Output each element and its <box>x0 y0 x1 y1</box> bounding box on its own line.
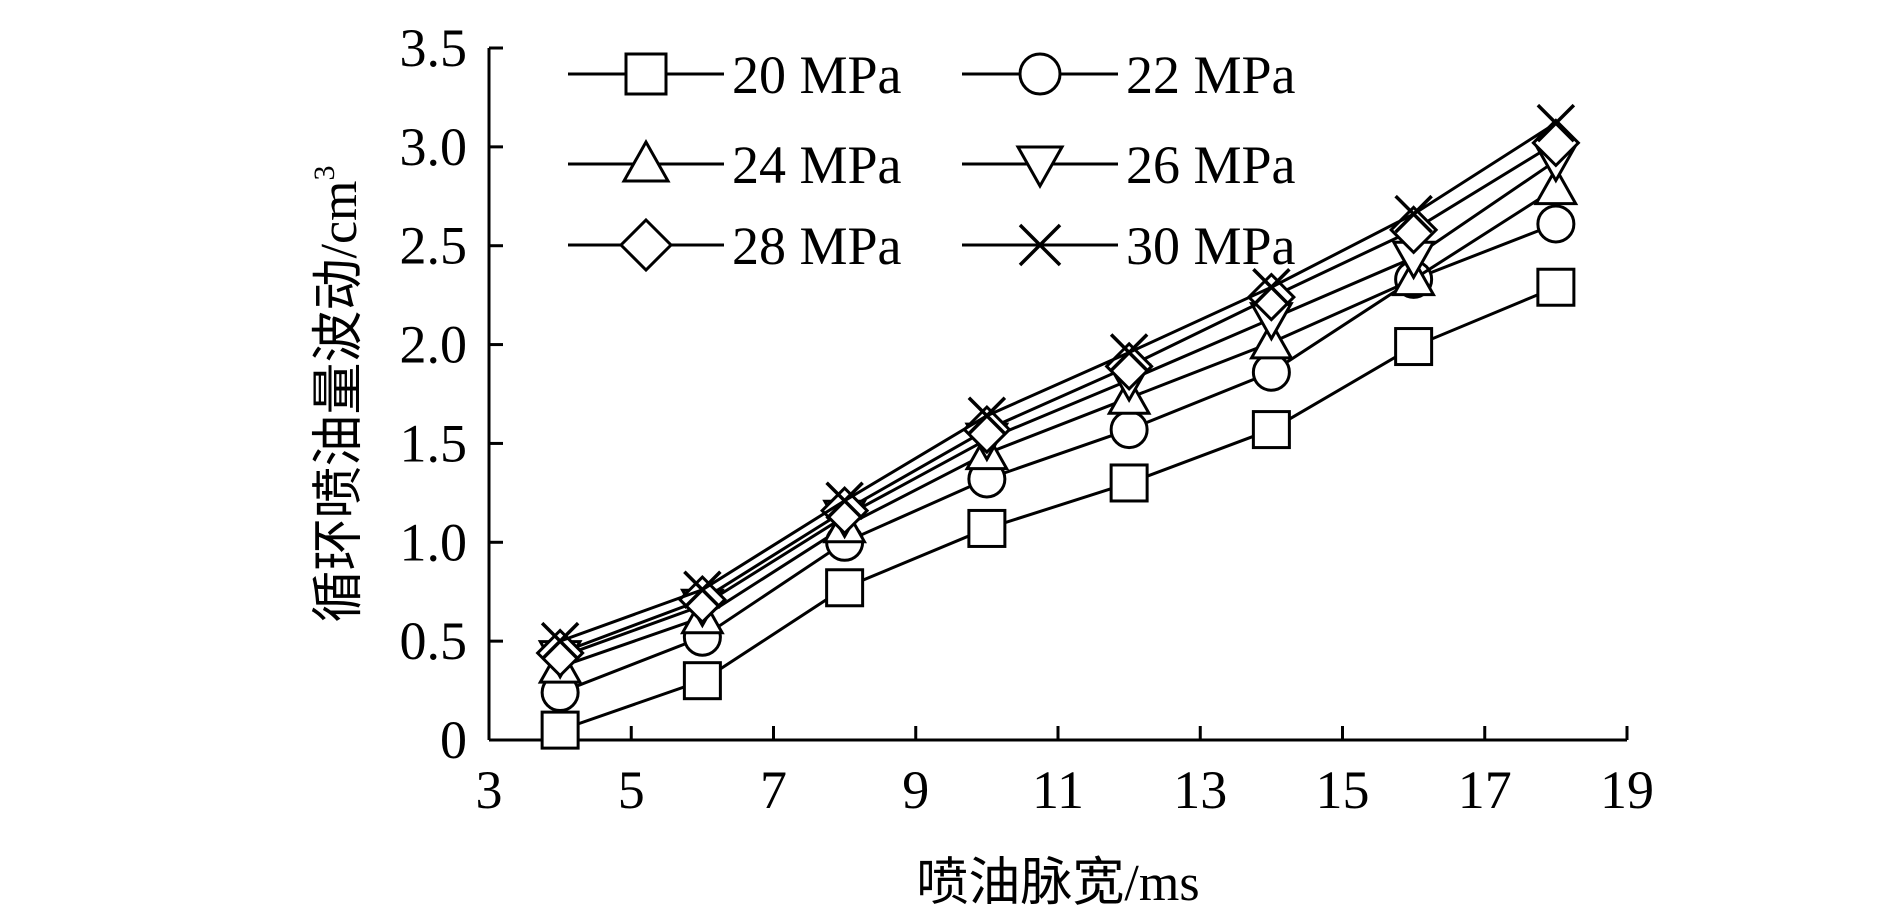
data-point-x <box>825 481 864 521</box>
data-point-square <box>825 568 865 608</box>
legend-marker-diamond <box>618 217 674 273</box>
legend-item: 28 MPa <box>568 216 902 276</box>
y-axis-title-superscript: 3 <box>308 166 341 181</box>
x-tick-label: 17 <box>1458 760 1512 820</box>
legend-marker-triangle-down <box>1015 145 1065 190</box>
y-tick-label: 0 <box>440 710 467 770</box>
series-x <box>540 103 1576 661</box>
data-point-circle <box>1536 204 1576 244</box>
legend-item: 20 MPa <box>568 45 902 105</box>
y-tick-label: 3.5 <box>400 18 468 78</box>
legend-marker-circle <box>1018 52 1062 96</box>
legend-marker-x <box>1018 223 1062 267</box>
series-line <box>559 285 1557 732</box>
data-point-diamond <box>1531 118 1581 168</box>
data-point-diamond <box>535 628 585 678</box>
data-point-triangle-up <box>1533 165 1579 206</box>
legend-label: 30 MPa <box>1126 216 1296 276</box>
data-point-x <box>1536 103 1576 143</box>
legend-label: 26 MPa <box>1126 135 1296 195</box>
y-tick-label: 2.5 <box>400 216 468 276</box>
series-line <box>559 121 1557 643</box>
data-point-x <box>540 621 580 661</box>
data-point-square <box>540 710 580 750</box>
data-point-square <box>1394 327 1434 367</box>
data-point-x <box>1109 333 1149 372</box>
x-axis-title: 喷油脉宽/ms <box>916 855 1199 912</box>
x-tick-label: 7 <box>760 760 787 820</box>
legend-item: 22 MPa <box>962 45 1296 105</box>
x-tick-label: 11 <box>1032 760 1084 820</box>
x-tick-label: 3 <box>476 760 503 820</box>
legend-label: 20 MPa <box>732 45 902 105</box>
series-diamond <box>535 118 1581 678</box>
x-tick-label: 5 <box>618 760 645 820</box>
data-point-square <box>967 508 1007 548</box>
legend-marker-triangle-up <box>621 138 671 183</box>
legend-item: 30 MPa <box>962 216 1296 276</box>
data-point-x <box>1252 267 1291 307</box>
y-tick-label: 1.0 <box>400 512 468 572</box>
x-tick-label: 19 <box>1600 760 1654 820</box>
x-tick-label: 15 <box>1316 760 1370 820</box>
legend: 20 MPa 22 MPa 24 MPa 26 MPa 28 MPa 30 MPa <box>568 45 1296 276</box>
y-axis-title: 循环喷油量波动/cm3 <box>308 166 368 623</box>
axis-ticks: 3 5 7 9 11 13 15 17 19 0 0.5 1.0 1.5 2.0 2.5 3.0 3.5 <box>400 18 1655 820</box>
legend-item: 24 MPa <box>568 135 902 195</box>
data-point-x <box>967 396 1007 435</box>
data-point-square <box>682 661 722 701</box>
data-point-square <box>1251 410 1291 450</box>
legend-label: 24 MPa <box>732 135 902 195</box>
y-tick-label: 1.5 <box>400 413 468 473</box>
data-point-x <box>683 570 722 609</box>
series-line <box>559 222 1557 694</box>
x-tick-label: 13 <box>1173 760 1227 820</box>
data-point-square <box>1109 463 1149 503</box>
series-line <box>559 159 1557 659</box>
data-point-x <box>1394 194 1433 234</box>
y-axis-title-text: 循环喷油量波动/cm <box>311 181 368 623</box>
series-square <box>540 267 1576 750</box>
data-point-circle <box>1251 352 1291 392</box>
data-point-diamond <box>1246 272 1296 322</box>
legend-label: 28 MPa <box>732 216 902 276</box>
legend-marker-square <box>624 52 668 96</box>
legend-item: 26 MPa <box>962 135 1296 195</box>
data-point-diamond <box>820 486 870 536</box>
y-tick-label: 0.5 <box>400 611 468 671</box>
series-lines <box>535 103 1581 750</box>
data-point-circle <box>1109 410 1149 450</box>
x-tick-label: 9 <box>902 760 929 820</box>
y-tick-label: 2.0 <box>400 315 468 375</box>
data-point-diamond <box>962 404 1012 455</box>
data-point-square <box>1536 267 1576 307</box>
series-line <box>559 187 1557 669</box>
data-point-diamond <box>677 575 727 625</box>
series-line <box>559 141 1557 655</box>
y-tick-label: 3.0 <box>400 117 468 177</box>
legend-label: 22 MPa <box>1126 45 1296 105</box>
